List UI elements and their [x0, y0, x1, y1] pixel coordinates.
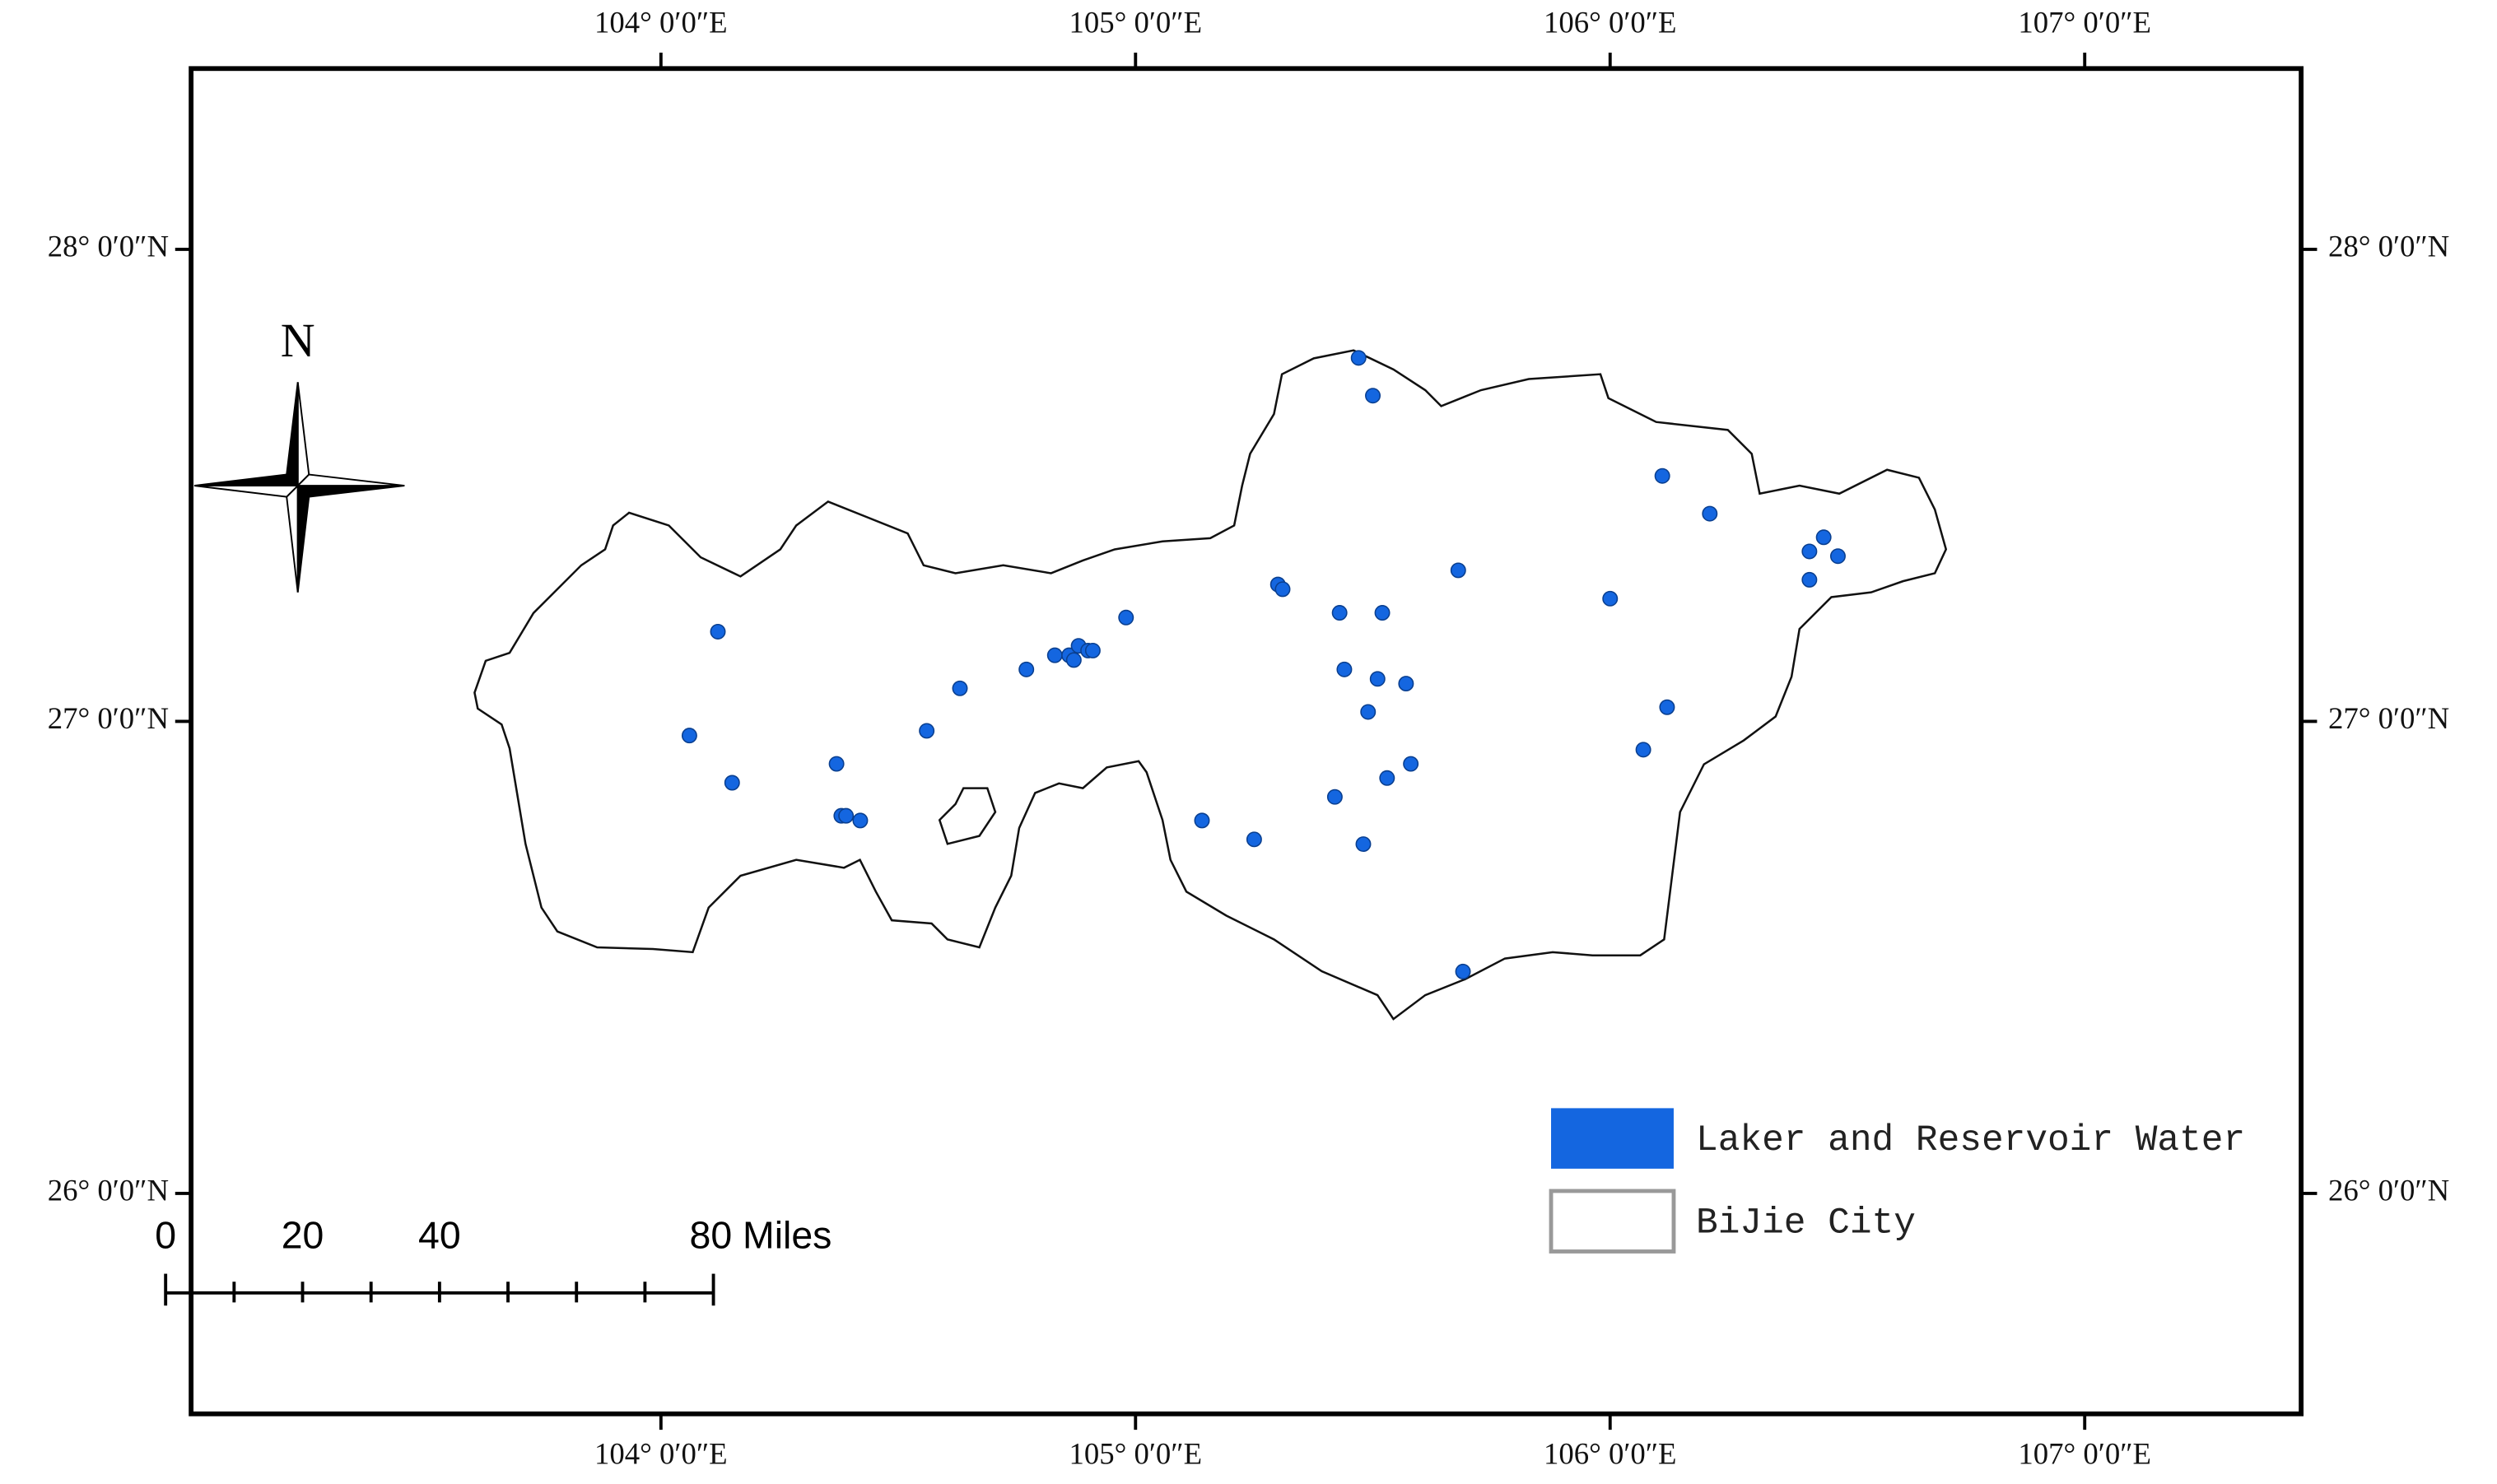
water-point: [1326, 789, 1343, 805]
water-point: [1379, 770, 1395, 786]
scale-label: 80 Miles: [690, 1214, 832, 1257]
x-tick-label: 104° 0′0″E: [594, 1436, 728, 1470]
water-point: [1829, 548, 1846, 565]
water-point: [1403, 756, 1419, 772]
water-point: [1815, 529, 1832, 546]
water-point: [1360, 704, 1377, 720]
y-tick-label: 28° 0′0″N: [2328, 229, 2449, 263]
y-tick-label: 27° 0′0″N: [48, 701, 169, 735]
water-point: [724, 775, 740, 791]
water-point: [1365, 388, 1381, 404]
water-point: [1398, 676, 1414, 692]
y-tick-label: 26° 0′0″N: [2328, 1173, 2449, 1207]
x-tick-label: 107° 0′0″E: [2018, 1436, 2151, 1470]
water-point: [1331, 605, 1348, 621]
legend-label: Laker and Reservoir Water: [1696, 1120, 2245, 1161]
legend-label: BiJie City: [1696, 1203, 1916, 1244]
water-point: [1659, 699, 1675, 715]
scale-bar: [164, 1273, 715, 1306]
water-point: [1350, 350, 1367, 366]
water-point: [1635, 742, 1651, 758]
water-point: [1336, 661, 1353, 677]
y-tick-label: 26° 0′0″N: [48, 1173, 169, 1207]
water-point: [1194, 812, 1210, 829]
x-tick-label: 106° 0′0″E: [1544, 1436, 1677, 1470]
water-point: [1801, 571, 1818, 588]
scale-label: 40: [418, 1214, 461, 1257]
water-point: [681, 728, 697, 744]
scale-label: 20: [282, 1214, 324, 1257]
water-point: [1702, 505, 1718, 522]
x-tick-label: 105° 0′0″E: [1069, 5, 1203, 39]
water-point: [1274, 581, 1291, 598]
bijie-boundary: [473, 349, 1948, 1021]
water-point: [1084, 642, 1101, 658]
water-point: [1355, 836, 1372, 853]
x-tick-label: 104° 0′0″E: [594, 5, 728, 39]
legend-swatch-city: [1549, 1189, 1676, 1254]
water-point: [1602, 590, 1619, 607]
water-point: [1450, 562, 1466, 579]
water-point: [710, 624, 726, 640]
map-frame: [189, 66, 2304, 1417]
water-point: [1654, 468, 1670, 484]
water-point: [1046, 647, 1063, 663]
y-tick-label: 28° 0′0″N: [48, 229, 169, 263]
x-tick-label: 105° 0′0″E: [1069, 1436, 1203, 1470]
water-point: [919, 723, 935, 739]
y-tick-label: 27° 0′0″N: [2328, 701, 2449, 735]
water-point: [1065, 652, 1082, 668]
x-tick-label: 106° 0′0″E: [1544, 5, 1677, 39]
north-arrow: N: [193, 314, 405, 593]
water-point: [1246, 831, 1262, 848]
water-point: [1018, 661, 1035, 677]
water-point: [1374, 605, 1391, 621]
water-point: [1369, 671, 1386, 687]
water-point: [952, 680, 968, 696]
water-point: [1118, 609, 1134, 626]
water-point: [828, 756, 845, 772]
water-point: [1801, 543, 1818, 560]
north-label: N: [281, 314, 315, 367]
scale-label: 0: [155, 1214, 176, 1257]
water-point: [852, 812, 869, 829]
water-point: [838, 807, 855, 824]
legend-swatch-water: [1551, 1108, 1674, 1169]
water-point: [1455, 963, 1471, 979]
x-tick-label: 107° 0′0″E: [2018, 5, 2151, 39]
